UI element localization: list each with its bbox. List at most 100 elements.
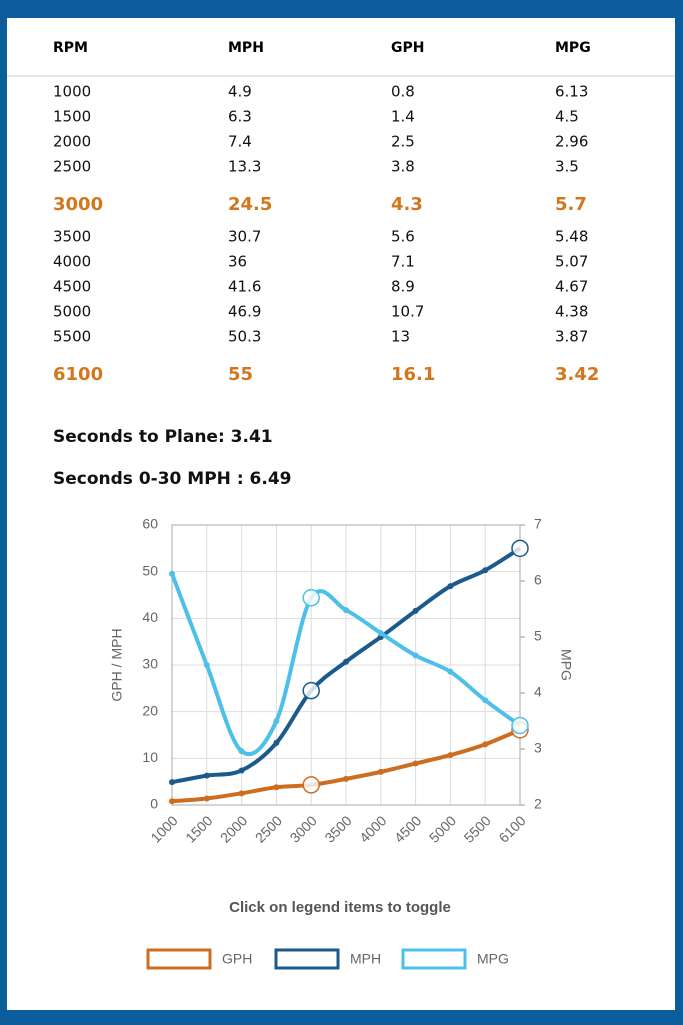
data-point <box>482 697 489 704</box>
y2-tick-label: 2 <box>534 796 542 812</box>
table-cell: 4.67 <box>555 278 588 296</box>
data-point <box>169 570 175 577</box>
table-cell: 1000 <box>53 83 91 101</box>
table-cell: 6.3 <box>228 108 252 126</box>
table-cell: 4.3 <box>391 194 423 215</box>
data-point <box>302 589 320 607</box>
table-cell: 6.13 <box>555 83 588 101</box>
data-point <box>169 798 175 805</box>
table-header: RPM <box>53 40 88 56</box>
table-cell: 3.87 <box>555 328 588 346</box>
data-point <box>238 790 245 797</box>
y2-tick-label: 5 <box>534 628 542 644</box>
table-cell: 0.8 <box>391 83 415 101</box>
plot-frame <box>171 524 521 806</box>
data-point <box>447 752 454 759</box>
table-cell: 4.5 <box>555 108 579 126</box>
data-point <box>412 760 419 767</box>
table-cell: 36 <box>228 253 247 271</box>
legend-swatch[interactable] <box>146 948 212 970</box>
y2-axis-label: MPG <box>558 649 574 681</box>
table-cell: 13.3 <box>228 158 261 176</box>
table-cell: 5.07 <box>555 253 588 271</box>
data-point <box>203 662 210 668</box>
data-point <box>169 779 175 786</box>
legend-swatch[interactable] <box>274 948 340 970</box>
y2-tick-label: 4 <box>534 684 542 700</box>
data-point <box>273 784 280 791</box>
data-point <box>343 775 349 782</box>
table-cell: 5000 <box>53 303 91 321</box>
data-point <box>203 795 210 802</box>
table-cell: 10.7 <box>391 303 424 321</box>
table-cell: 41.6 <box>228 278 261 296</box>
table-cell: 5.7 <box>555 194 587 215</box>
data-point <box>377 630 384 637</box>
table-cell: 4.9 <box>228 83 252 101</box>
y2-tick-label: 7 <box>534 516 542 532</box>
table-cell: 30.7 <box>228 228 261 246</box>
legend-label[interactable]: GPH <box>222 951 252 967</box>
y2-tick-label: 3 <box>534 740 542 756</box>
table-cell: 8.9 <box>391 278 415 296</box>
y-tick-label: 40 <box>142 609 158 625</box>
data-point <box>273 739 280 746</box>
table-cell: 3.42 <box>555 364 599 385</box>
data-point <box>482 567 489 574</box>
y-tick-label: 20 <box>142 702 158 718</box>
table-cell: 3.8 <box>391 158 415 176</box>
y-axis-label: GPH / MPH <box>109 628 125 701</box>
legend-label[interactable]: MPG <box>477 951 509 967</box>
data-point <box>343 607 349 614</box>
data-point <box>343 658 349 665</box>
table-cell: 4000 <box>53 253 91 271</box>
table-cell: 5500 <box>53 328 91 346</box>
data-point <box>238 748 245 755</box>
data-point <box>482 741 489 748</box>
chart-note: Click on legend items to toggle <box>229 899 451 916</box>
table-cell: 46.9 <box>228 303 261 321</box>
y2-tick-label: 6 <box>534 572 542 588</box>
table-cell: 50.3 <box>228 328 261 346</box>
data-point <box>447 668 454 675</box>
data-point <box>412 652 419 659</box>
data-point <box>302 681 320 700</box>
stat: Seconds 0-30 MPH : 6.49 <box>53 469 291 489</box>
y-tick-label: 30 <box>142 656 158 672</box>
table-cell: 3500 <box>53 228 91 246</box>
table-cell: 7.4 <box>228 133 252 151</box>
data-point <box>238 767 245 774</box>
y-tick-label: 60 <box>142 516 158 532</box>
table-cell: 3000 <box>53 194 103 215</box>
table-cell: 3.5 <box>555 158 579 176</box>
table-cell: 13 <box>391 328 410 346</box>
table-cell: 2.5 <box>391 133 415 151</box>
table-cell: 2500 <box>53 158 91 176</box>
table-header: MPH <box>228 40 264 56</box>
series-line <box>170 573 522 757</box>
data-point <box>511 539 529 558</box>
legend-label[interactable]: MPH <box>350 951 381 967</box>
y-tick-label: 0 <box>150 796 158 812</box>
table-cell: 16.1 <box>391 364 435 385</box>
data-point <box>412 607 419 614</box>
y-tick-label: 10 <box>142 749 158 765</box>
table-cell: 2000 <box>53 133 91 151</box>
table-cell: 4500 <box>53 278 91 296</box>
table-cell: 4.38 <box>555 303 588 321</box>
data-point <box>203 772 210 779</box>
data-point <box>377 768 384 775</box>
table-cell: 55 <box>228 364 253 385</box>
legend-swatch[interactable] <box>401 948 467 970</box>
panel <box>7 18 675 1010</box>
table-cell: 5.48 <box>555 228 588 246</box>
table-header: MPG <box>555 40 591 56</box>
data-point <box>511 716 529 735</box>
table-cell: 1500 <box>53 108 91 126</box>
y-tick-label: 50 <box>142 562 158 578</box>
table-cell: 2.96 <box>555 133 588 151</box>
table-cell: 6100 <box>53 364 103 385</box>
table-cell: 7.1 <box>391 253 415 271</box>
data-point <box>447 583 454 590</box>
